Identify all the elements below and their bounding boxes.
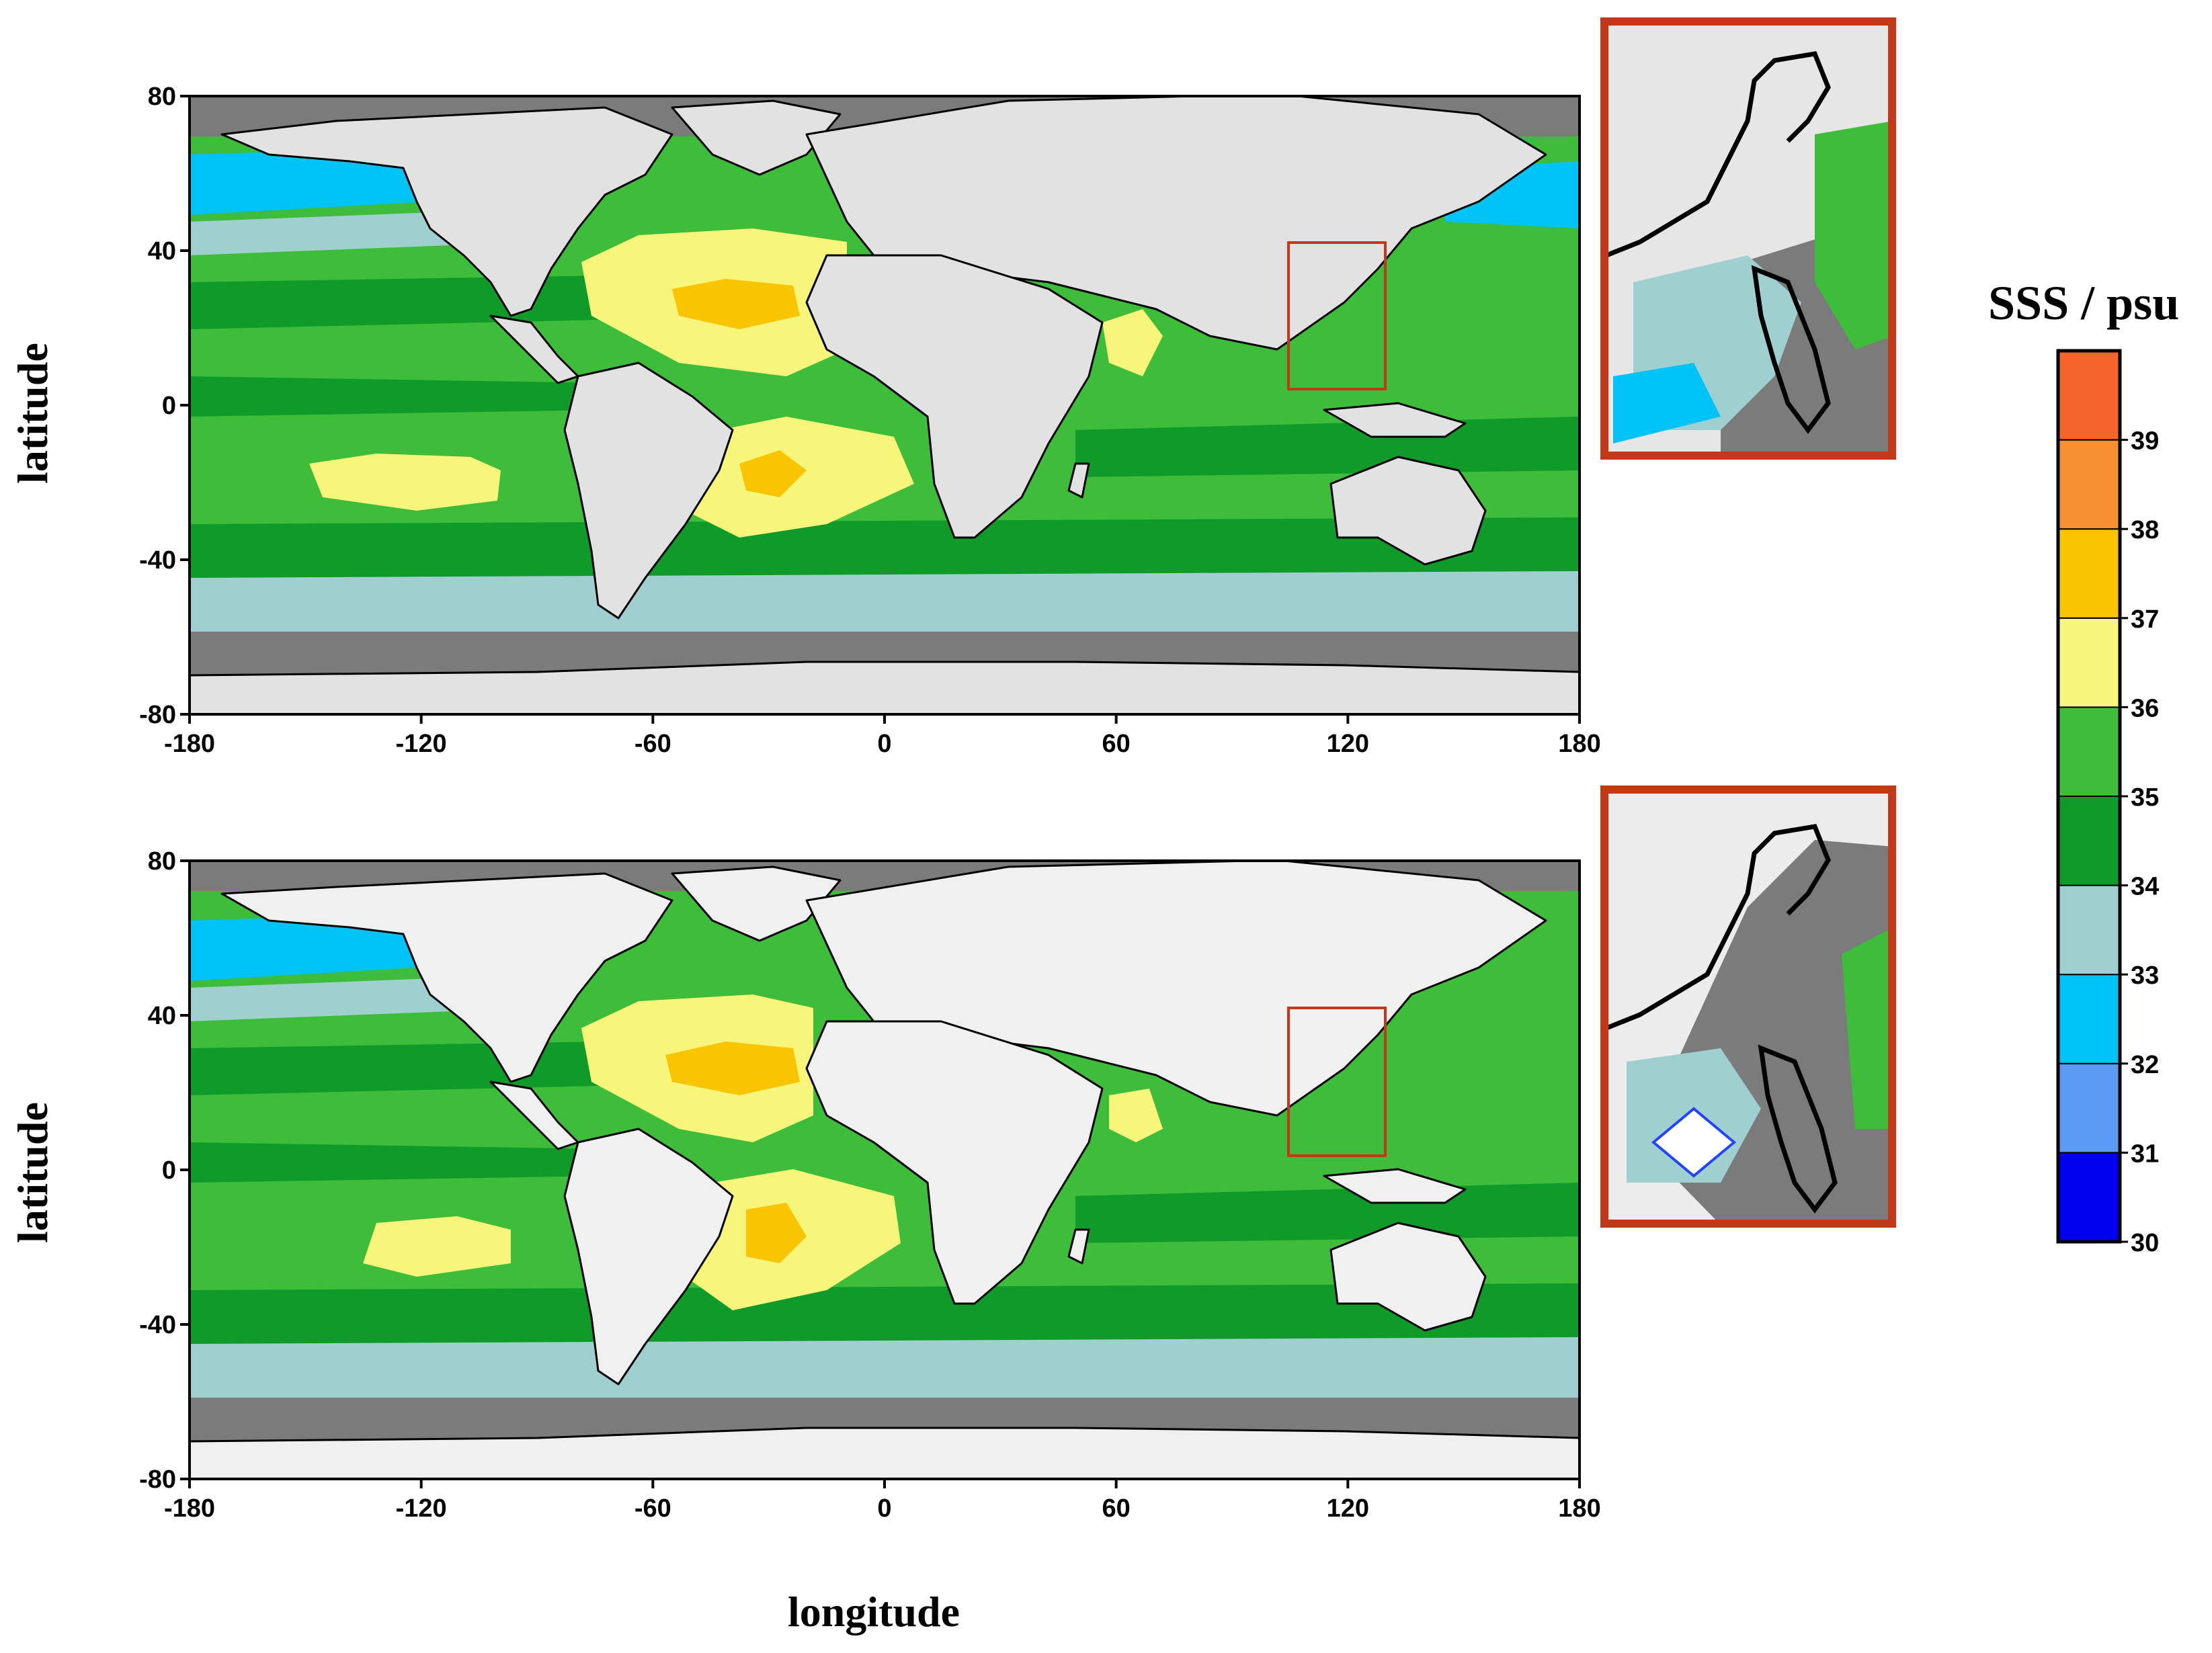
colorbar-bin-35 [2057, 706, 2121, 798]
australia [1329, 1222, 1487, 1332]
top-xtick-label: -60 [634, 730, 671, 758]
indonesia [1323, 402, 1467, 438]
africa [805, 1020, 1104, 1305]
bottom-xtick-label: -60 [634, 1494, 671, 1523]
inset-white-diamond [1651, 1107, 1737, 1178]
bottom-xtick-label: 180 [1558, 1494, 1600, 1523]
bottom-axes: -180 -120 -60 0 60 120 180 80 40 0 -40 -80 [139, 847, 1601, 1523]
colorbar-tick-label: 32 [2131, 1051, 2159, 1079]
inset-sss-35-36 [1842, 927, 1893, 1129]
colorbar-bin-38 [2057, 439, 2121, 530]
colorbar-tick-label: 38 [2131, 516, 2159, 544]
sss-band-36-37-arabian [1109, 1089, 1163, 1142]
colorbar-bin-33 [2057, 884, 2121, 976]
south-america [563, 362, 734, 620]
north-america [220, 872, 673, 1083]
south-america [563, 1128, 734, 1386]
colorbar-tick-label: 31 [2131, 1140, 2159, 1168]
top-ytick-label: -40 [139, 546, 176, 575]
colorbar-tick-label: 39 [2131, 427, 2159, 456]
top-ytick-label: 0 [162, 392, 176, 420]
sss-band-36-37-arabian [1102, 309, 1163, 376]
colorbar-bin-34 [2057, 796, 2121, 886]
north-america [220, 106, 673, 317]
inset-locator-box [1287, 241, 1387, 390]
colorbar: 30 31 32 33 34 35 36 37 38 39 [2056, 349, 2159, 1257]
bottom-ytick-label: 80 [148, 847, 176, 876]
xlabel: longitude [788, 1588, 960, 1636]
sss-band-34-35-equator [190, 1142, 605, 1183]
bottom-ytick-label: -80 [139, 1466, 176, 1494]
top-xtick-label: 0 [877, 730, 891, 758]
africa [805, 254, 1104, 539]
bottom-xtick-label: 0 [877, 1494, 891, 1523]
top-xtick-label: 180 [1558, 730, 1600, 758]
greenland [671, 865, 842, 942]
antarctica [190, 661, 1580, 714]
colorbar-bin-37 [2057, 528, 2121, 619]
top-ytick-label: -80 [139, 701, 176, 729]
inset-locator-box [1287, 1007, 1387, 1157]
greenland [671, 99, 842, 176]
top-xtick-label: -180 [164, 730, 215, 758]
ylabel-bottom: latitude [9, 1102, 56, 1243]
bottom-xtick-label: -120 [396, 1494, 447, 1523]
bottom-xtick-label: 120 [1327, 1494, 1369, 1523]
top-xtick-label: 120 [1327, 730, 1369, 758]
colorbar-bin-36 [2057, 617, 2121, 708]
top-map [190, 96, 1580, 714]
bottom-ytick-label: 40 [148, 1002, 176, 1030]
sss-band-36-37-pacific [363, 1216, 511, 1277]
colorbar-tick-label: 36 [2131, 694, 2159, 722]
inset-top-frame [1600, 17, 1896, 460]
top-xtick-label: -120 [396, 730, 447, 758]
colorbar-tick-label: 37 [2131, 605, 2159, 634]
sss-band-37-38-natl [665, 1042, 800, 1095]
indonesia [1323, 1168, 1467, 1204]
bottom-ytick-label: 0 [162, 1156, 176, 1185]
bottom-map [190, 861, 1580, 1479]
colorbar-bin-39 [2057, 350, 2121, 441]
inset-bottom [1603, 788, 1893, 1225]
bottom-xtick-label: 60 [1102, 1494, 1131, 1523]
antarctica [190, 1427, 1580, 1479]
bottom-xtick-label: -180 [164, 1494, 215, 1523]
sss-band-34-35-equator [190, 376, 605, 417]
inset-sss-35-36 [1815, 121, 1893, 349]
sss-band-33-34-south [190, 571, 1580, 642]
sss-band-37-38-satl [739, 450, 807, 497]
colorbar-tick-label: 34 [2131, 873, 2159, 901]
top-xtick-label: 60 [1102, 730, 1131, 758]
madagascar [1067, 462, 1090, 499]
madagascar [1067, 1228, 1090, 1265]
colorbar-bin-32 [2057, 974, 2121, 1064]
sss-band-32-33-npac [190, 914, 417, 981]
inset-sss-32-33 [1613, 363, 1721, 443]
top-axes: -180 -120 -60 0 60 120 180 80 40 0 -40 -80 [139, 83, 1601, 758]
colorbar-title: SSS / psu [1988, 276, 2179, 330]
colorbar-tick-label: 30 [2131, 1229, 2159, 1257]
colorbar-tick-label: 35 [2131, 783, 2159, 812]
colorbar-bin-30 [2057, 1152, 2121, 1243]
inset-bottom-frame [1600, 786, 1896, 1228]
ylabel-top: latitude [9, 343, 56, 484]
top-ytick-label: 40 [148, 237, 176, 265]
sss-band-37-38-natl [672, 279, 800, 329]
colorbar-tick-label: 33 [2131, 962, 2159, 990]
land [190, 96, 1580, 714]
colorbar-bin-31 [2057, 1062, 2121, 1154]
land [190, 861, 1580, 1479]
australia [1329, 456, 1487, 566]
top-ytick-label: 80 [148, 83, 176, 111]
inset-coast [1605, 824, 1838, 1214]
sss-band-36-37-pacific [309, 454, 501, 511]
inset-top [1603, 20, 1893, 457]
bottom-ytick-label: -40 [139, 1311, 176, 1339]
sss-band-37-38-satl [746, 1203, 807, 1263]
inset-coast [1605, 51, 1831, 434]
sss-band-33-34-south [190, 1337, 1580, 1408]
